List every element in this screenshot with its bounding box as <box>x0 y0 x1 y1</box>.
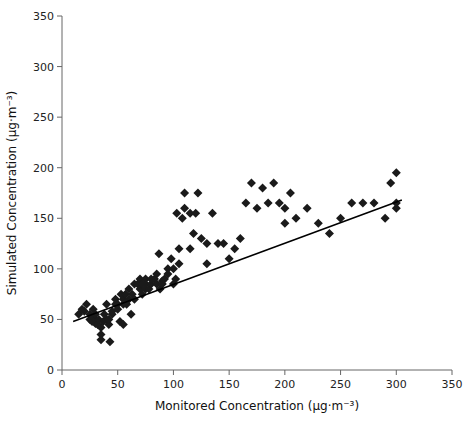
y-tick-label: 350 <box>33 10 54 23</box>
scatter-point <box>167 254 176 263</box>
x-tick-label: 200 <box>274 378 295 391</box>
x-tick-label: 100 <box>163 378 184 391</box>
scatter-point <box>347 199 356 208</box>
x-tick <box>396 370 397 375</box>
scatter-point <box>258 183 267 192</box>
scatter-point <box>303 204 312 213</box>
plot-area <box>73 168 402 346</box>
scatter-point <box>208 209 217 218</box>
x-tick <box>452 370 453 375</box>
scatter-point <box>178 214 187 223</box>
scatter-point <box>280 204 289 213</box>
scatter-point <box>175 259 184 268</box>
scatter-point <box>264 199 273 208</box>
scatter-point <box>202 239 211 248</box>
y-tick <box>57 319 62 320</box>
scatter-point <box>189 229 198 238</box>
scatter-point <box>152 269 161 278</box>
scatter-point <box>127 310 136 319</box>
scatter-point <box>358 199 367 208</box>
y-tick-label: 100 <box>33 263 54 276</box>
y-tick <box>57 66 62 67</box>
y-tick-label: 200 <box>33 162 54 175</box>
scatter-point <box>219 239 228 248</box>
y-tick <box>57 268 62 269</box>
y-axis-label: Simulated Concentration (μg·m⁻³) <box>5 91 19 295</box>
x-tick <box>117 370 118 375</box>
scatter-point <box>247 178 256 187</box>
x-tick-label: 0 <box>59 378 66 391</box>
scatter-point <box>119 320 128 329</box>
scatter-point <box>230 244 239 253</box>
y-tick-label: 0 <box>47 364 54 377</box>
y-tick <box>57 370 62 371</box>
scatter-point <box>236 234 245 243</box>
scatter-point <box>269 178 278 187</box>
y-tick-label: 50 <box>40 313 54 326</box>
y-tick-label: 150 <box>33 212 54 225</box>
scatter-point <box>105 337 114 346</box>
scatter-point <box>180 189 189 198</box>
scatter-point <box>386 178 395 187</box>
scatter-point <box>392 204 401 213</box>
trend-line <box>73 200 402 321</box>
scatter-point <box>82 300 91 309</box>
scatter-point <box>280 219 289 228</box>
scatter-point <box>286 189 295 198</box>
scatter-point <box>154 249 163 258</box>
y-tick-label: 300 <box>33 61 54 74</box>
scatter-point <box>370 199 379 208</box>
y-tick <box>57 167 62 168</box>
x-tick <box>62 370 63 375</box>
chart: 0 50 100 150 200 250 300 350 0 50 100 150 200 250 300 3… <box>0 0 474 422</box>
x-tick-label: 300 <box>386 378 407 391</box>
scatter-point <box>191 209 200 218</box>
y-tick <box>57 16 62 17</box>
scatter-point <box>314 219 323 228</box>
scatter-point <box>381 214 390 223</box>
x-tick <box>340 370 341 375</box>
x-tick-label: 150 <box>219 378 240 391</box>
x-tick <box>229 370 230 375</box>
x-tick <box>173 370 174 375</box>
scatter-point <box>202 259 211 268</box>
scatter-point <box>186 244 195 253</box>
y-tick <box>57 117 62 118</box>
scatter-point <box>392 168 401 177</box>
x-tick-label: 250 <box>330 378 351 391</box>
y-axis-line <box>62 16 63 370</box>
x-tick <box>284 370 285 375</box>
y-tick <box>57 218 62 219</box>
x-tick-label: 350 <box>442 378 463 391</box>
scatter-point <box>241 199 250 208</box>
scatter-point <box>175 244 184 253</box>
scatter-point <box>292 214 301 223</box>
x-axis-label: Monitored Concentration (μg·m⁻³) <box>155 399 359 413</box>
scatter-point <box>253 204 262 213</box>
scatter-point <box>193 189 202 198</box>
scatter-point <box>325 229 334 238</box>
x-tick-label: 50 <box>111 378 125 391</box>
x-axis-line <box>62 370 452 371</box>
y-tick-label: 250 <box>33 111 54 124</box>
